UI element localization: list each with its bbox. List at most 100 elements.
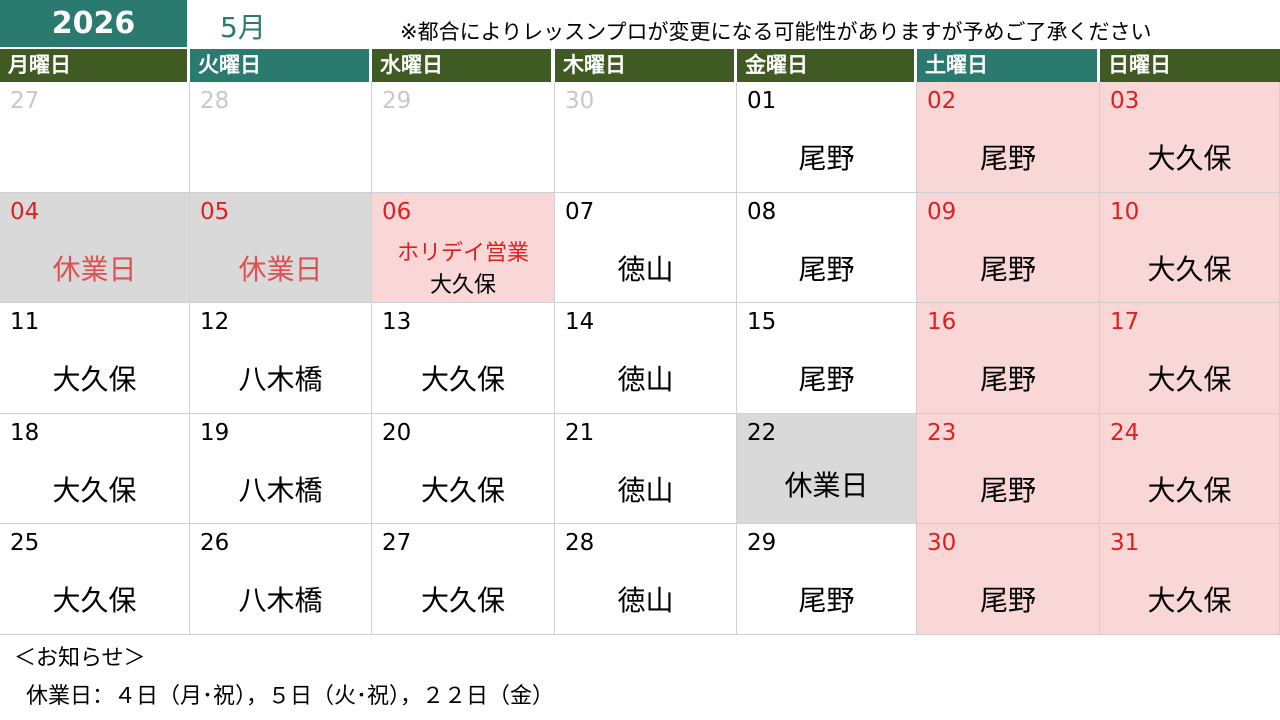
- schedule-change-notice: ※都合によりレッスンプロが変更になる可能性がありますが予めご了承ください: [400, 20, 1152, 44]
- day-number: 23: [927, 419, 957, 446]
- day-number: 19: [200, 419, 230, 446]
- lesson-location: 尾野: [979, 142, 1036, 175]
- calendar-day-cell: 19 八木橋: [190, 413, 372, 525]
- calendar-day-cell: 28 徳山: [555, 524, 737, 635]
- day-number: 16: [927, 309, 957, 336]
- weekday-sunday: 日曜日: [1100, 49, 1280, 82]
- day-number: 25: [10, 530, 40, 557]
- calendar-grid: 27 28 29 30 01 尾野 02 尾野 03 大久保 04 休業日 05 休業日 06 ホリデイ営業大…: [0, 82, 1280, 635]
- calendar-day-cell: 29 尾野: [737, 524, 917, 635]
- day-number: 28: [565, 530, 595, 557]
- calendar-day-cell: 23 尾野: [917, 413, 1100, 525]
- lesson-location: 尾野: [979, 473, 1036, 507]
- weekday-header-row: 月曜日 火曜日 水曜日 木曜日 金曜日 土曜日 日曜日: [0, 49, 1280, 82]
- closed-day-label: 休業日: [52, 252, 137, 286]
- day-number: 29: [747, 530, 777, 557]
- lesson-location: 尾野: [979, 363, 1036, 397]
- lesson-location: 大久保: [52, 473, 137, 507]
- calendar-day-cell: 14 徳山: [555, 303, 737, 414]
- announcement-panel: ＜お知らせ＞ 休業日：４日（月･祝），５日（火･祝），２２日（金）: [0, 636, 1280, 720]
- calendar-day-cell: 30 尾野: [917, 524, 1100, 635]
- calendar-day-cell: 20 大久保: [372, 413, 555, 525]
- lesson-location: 大久保: [1147, 142, 1232, 175]
- day-number: 21: [565, 419, 595, 446]
- lesson-location: 徳山: [617, 584, 674, 618]
- day-number: 06: [382, 198, 412, 225]
- calendar-day-cell: 31 大久保: [1100, 524, 1280, 635]
- calendar-day-cell: 27 大久保: [372, 524, 555, 635]
- closed-day-label: 休業日: [238, 252, 323, 286]
- day-number: 28: [200, 88, 230, 114]
- day-number: 10: [1110, 198, 1140, 225]
- calendar-day-cell: 06 ホリデイ営業 大久保: [372, 192, 555, 304]
- day-number: 29: [382, 88, 412, 114]
- weekday-saturday: 土曜日: [917, 49, 1097, 82]
- lesson-location: 大久保: [420, 584, 505, 618]
- day-number: 05: [200, 198, 230, 225]
- holiday-business-label: ホリデイ営業: [396, 240, 529, 266]
- day-number: 07: [565, 198, 595, 225]
- calendar-day-cell: 29: [372, 82, 555, 193]
- day-number: 20: [382, 419, 412, 446]
- lesson-location: 八木橋: [238, 584, 323, 618]
- year-label: 2026: [0, 0, 187, 47]
- lesson-location: 徳山: [617, 363, 674, 397]
- lesson-location: 大久保: [52, 363, 137, 397]
- lesson-location: 大久保: [420, 363, 505, 397]
- calendar-day-cell: 24 大久保: [1100, 413, 1280, 525]
- lesson-location: 大久保: [52, 584, 137, 618]
- lesson-location: 八木橋: [238, 363, 323, 397]
- calendar-day-cell: 26 八木橋: [190, 524, 372, 635]
- calendar-day-cell: 01 尾野: [737, 82, 917, 193]
- day-number: 01: [747, 88, 777, 114]
- closed-day-label: 休業日: [784, 468, 869, 502]
- lesson-location: 徳山: [617, 473, 674, 507]
- day-number: 30: [927, 530, 957, 557]
- lesson-location: 大久保: [1147, 363, 1232, 397]
- calendar-day-cell: 03 大久保: [1100, 82, 1280, 193]
- day-number: 18: [10, 419, 40, 446]
- lesson-location: 大久保: [429, 272, 496, 298]
- lesson-location: 尾野: [798, 584, 855, 618]
- lesson-location: 徳山: [617, 252, 674, 286]
- calendar-day-cell: 12 八木橋: [190, 303, 372, 414]
- calendar-day-cell: 11 大久保: [0, 303, 190, 414]
- day-number: 09: [927, 198, 957, 225]
- lesson-location: 尾野: [798, 363, 855, 397]
- lesson-location: 尾野: [979, 252, 1036, 286]
- lesson-location: 大久保: [1147, 473, 1232, 507]
- calendar-day-cell: 30: [555, 82, 737, 193]
- day-number: 24: [1110, 419, 1140, 446]
- day-number: 15: [747, 309, 777, 336]
- calendar-day-cell: 17 大久保: [1100, 303, 1280, 414]
- day-number: 27: [10, 88, 40, 114]
- lesson-location: 大久保: [420, 473, 505, 507]
- day-number: 11: [10, 309, 40, 336]
- day-number: 03: [1110, 88, 1140, 114]
- announcement-body: 休業日：４日（月･祝），５日（火･祝），２２日（金）: [26, 684, 555, 709]
- calendar-day-cell: 09 尾野: [917, 192, 1100, 304]
- calendar-day-cell: 28: [190, 82, 372, 193]
- calendar-day-cell: 22 休業日: [737, 413, 917, 525]
- calendar-day-cell: 08 尾野: [737, 192, 917, 304]
- calendar-day-cell: 07 徳山: [555, 192, 737, 304]
- lesson-location: 尾野: [798, 142, 855, 175]
- lesson-location: 八木橋: [238, 473, 323, 507]
- day-number: 30: [565, 88, 595, 114]
- day-number: 14: [565, 309, 595, 336]
- lesson-location: 尾野: [798, 252, 855, 286]
- announcement-title: ＜お知らせ＞: [14, 646, 146, 671]
- weekday-monday: 月曜日: [0, 49, 187, 82]
- calendar-day-cell: 10 大久保: [1100, 192, 1280, 304]
- calendar-day-cell: 05 休業日: [190, 192, 372, 304]
- day-number: 08: [747, 198, 777, 225]
- day-number: 26: [200, 530, 230, 557]
- calendar-day-cell: 27: [0, 82, 190, 193]
- weekday-friday: 金曜日: [737, 49, 914, 82]
- calendar-day-cell: 13 大久保: [372, 303, 555, 414]
- lesson-location: 尾野: [979, 584, 1036, 618]
- calendar-day-cell: 16 尾野: [917, 303, 1100, 414]
- day-number: 17: [1110, 309, 1140, 336]
- day-number: 02: [927, 88, 957, 114]
- calendar-day-cell: 02 尾野: [917, 82, 1100, 193]
